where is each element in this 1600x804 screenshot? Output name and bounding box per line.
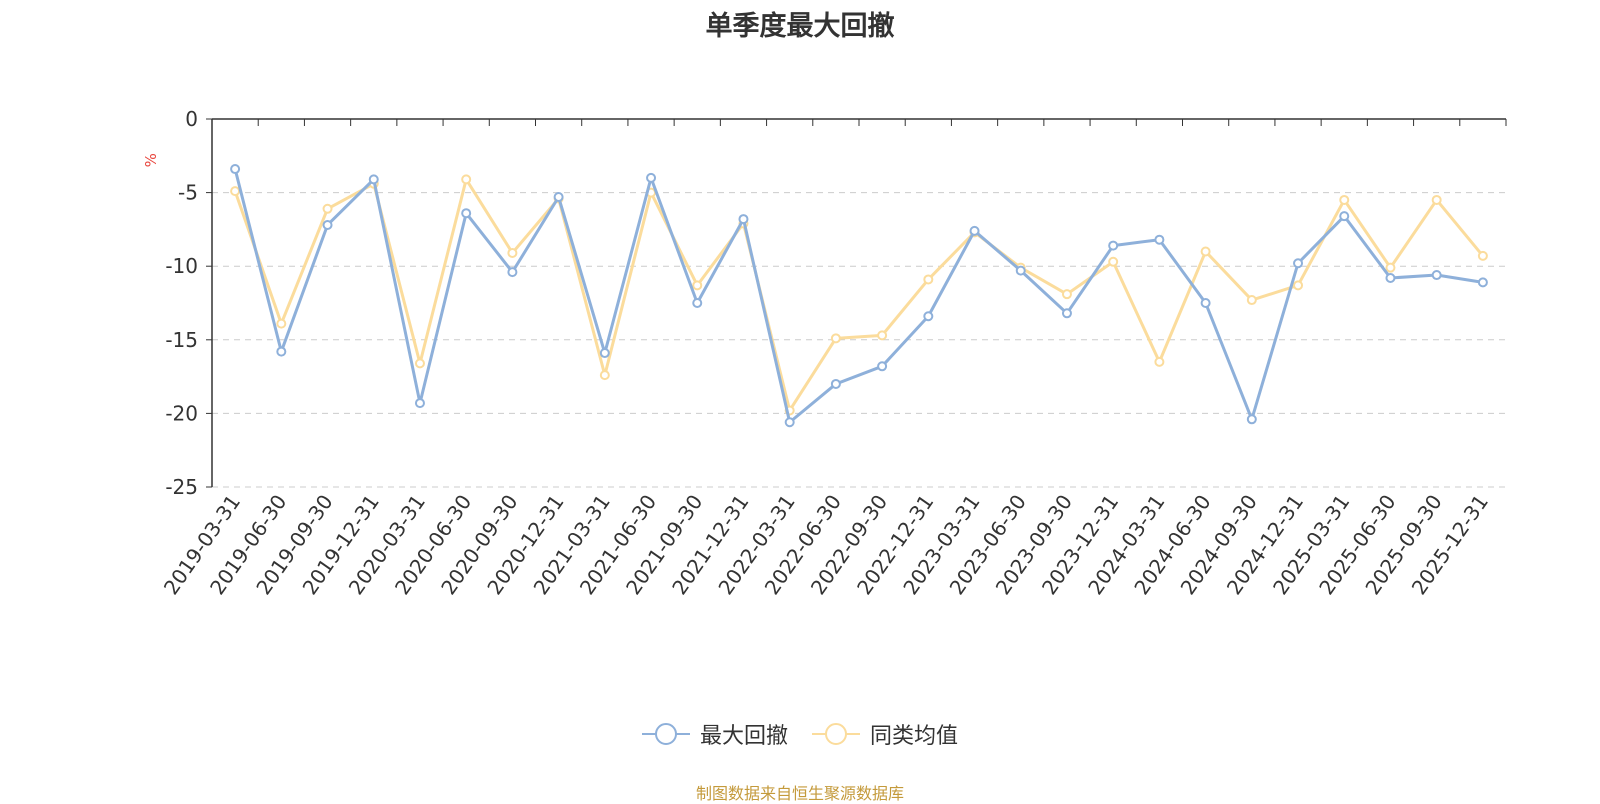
- y-tick-label: -15: [165, 328, 198, 352]
- series-1: [230, 174, 1488, 416]
- data-point: [276, 318, 287, 329]
- data-point: [1385, 262, 1396, 273]
- y-tick-label: -10: [165, 254, 198, 278]
- data-point: [1061, 289, 1072, 300]
- data-point: [1339, 194, 1350, 205]
- data-point: [414, 358, 425, 369]
- data-point: [1385, 272, 1396, 283]
- data-point: [1339, 211, 1350, 222]
- data-point: [1431, 270, 1442, 281]
- data-point: [877, 330, 888, 341]
- legend-marker-peer-average: [812, 723, 860, 745]
- data-point: [599, 348, 610, 359]
- series-line: [233, 168, 1484, 424]
- data-point: [1108, 240, 1119, 251]
- data-point: [1154, 234, 1165, 245]
- tick-labels: 0-5-10-15-20-25%2019-03-312019-06-302019…: [142, 107, 1493, 599]
- data-point: [230, 186, 241, 197]
- data-point: [1293, 280, 1304, 291]
- data-point: [507, 267, 518, 278]
- series-line: [233, 177, 1485, 412]
- data-point: [1108, 256, 1119, 267]
- y-tick-label: -20: [165, 401, 198, 425]
- legend-marker-max-drawdown: [641, 723, 690, 745]
- data-point: [322, 219, 333, 230]
- data-point: [507, 247, 518, 258]
- data-point: [276, 346, 287, 357]
- series-0: [230, 164, 1488, 428]
- data-point: [692, 280, 703, 291]
- line-chart: 0-5-10-15-20-25%2019-03-312019-06-302019…: [142, 107, 1507, 599]
- data-point: [830, 378, 841, 389]
- data-point: [692, 298, 703, 308]
- grid-lines: [212, 192, 1506, 488]
- data-point: [1246, 414, 1257, 425]
- data-point: [368, 174, 379, 185]
- data-point: [738, 214, 749, 225]
- source-note: 制图数据来自恒生聚源数据库: [695, 784, 904, 803]
- legend: 最大回撤 同类均值: [0, 718, 1600, 750]
- data-point: [461, 208, 472, 219]
- data-point: [1061, 308, 1072, 319]
- data-point: [784, 417, 795, 428]
- series-lines: [230, 164, 1488, 428]
- data-point: [969, 225, 980, 236]
- legend-item-peer-average[interactable]: 同类均值: [812, 718, 958, 750]
- data-point: [1200, 246, 1211, 257]
- data-point: [877, 361, 888, 372]
- data-point: [1200, 298, 1211, 308]
- data-point: [414, 398, 425, 409]
- chart-title: 单季度最大回撤: [705, 11, 895, 42]
- y-axis-label: %: [142, 153, 160, 167]
- axes: [206, 118, 1507, 488]
- legend-item-max-drawdown[interactable]: 最大回撤: [641, 718, 788, 750]
- data-point: [923, 311, 934, 322]
- data-point: [1015, 265, 1026, 276]
- data-point: [1246, 295, 1257, 306]
- data-point: [1293, 258, 1304, 269]
- data-point: [1431, 194, 1442, 205]
- data-point: [461, 174, 472, 185]
- legend-label-max-drawdown: 最大回撤: [699, 724, 788, 749]
- data-point: [1154, 356, 1165, 367]
- data-point: [830, 333, 841, 344]
- data-point: [322, 203, 333, 214]
- data-point: [230, 164, 241, 175]
- y-tick-label: -5: [178, 181, 198, 205]
- data-point: [1477, 250, 1488, 261]
- data-point: [599, 370, 610, 381]
- data-point: [646, 172, 657, 183]
- legend-label-peer-average: 同类均值: [870, 724, 959, 749]
- data-point: [553, 192, 564, 203]
- data-point: [1477, 277, 1488, 288]
- y-tick-label: -25: [165, 475, 198, 499]
- y-tick-label: 0: [185, 107, 198, 131]
- data-point: [923, 274, 934, 285]
